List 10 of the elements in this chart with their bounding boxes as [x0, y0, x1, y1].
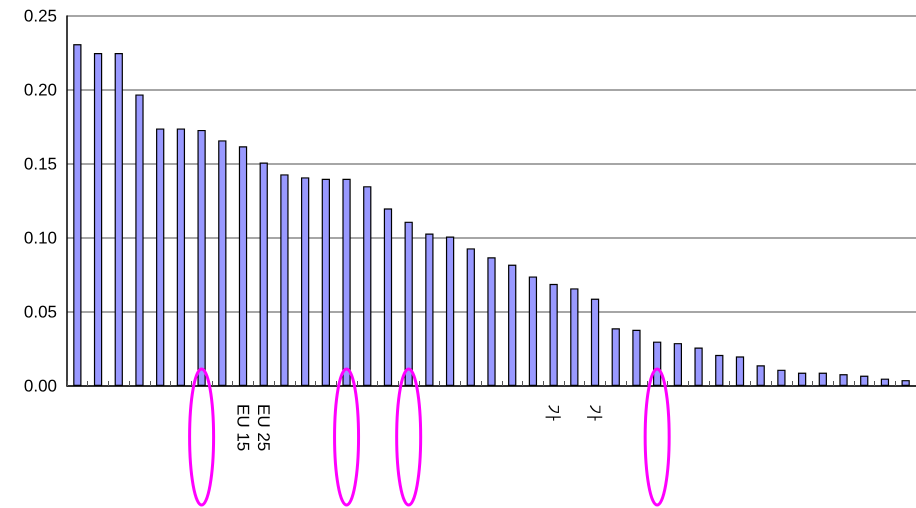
- y-tick-label: 0.05: [24, 302, 57, 322]
- y-tick-label: 0.00: [24, 376, 57, 396]
- y-tick-label: 0.20: [24, 80, 57, 100]
- y-tick-label: 0.25: [24, 6, 57, 26]
- x-tick-label: EU 25: [254, 404, 274, 452]
- x-tick-label: 가: [544, 404, 564, 421]
- y-tick-label: 0.15: [24, 154, 57, 174]
- y-tick-label: 0.10: [24, 228, 57, 248]
- x-tick-label: EU 15: [234, 404, 253, 452]
- x-tick-label: 가: [586, 404, 605, 421]
